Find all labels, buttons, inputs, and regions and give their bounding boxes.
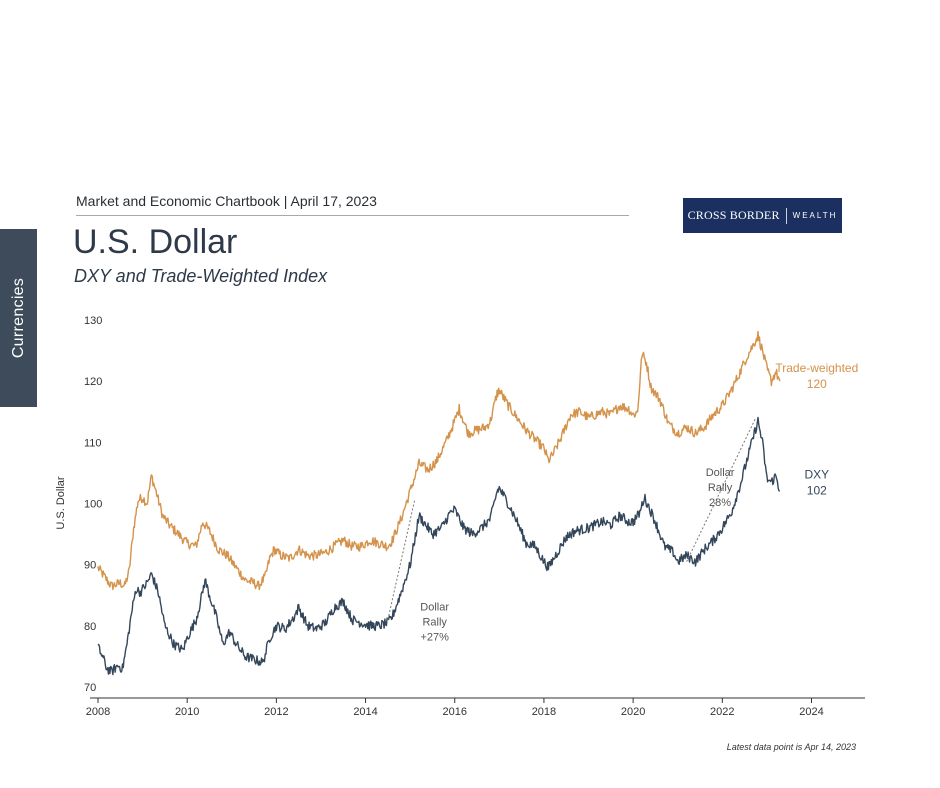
series-name-label: DXY — [804, 467, 829, 481]
x-tick-label: 2008 — [86, 706, 110, 718]
rally-annotation-label: Dollar — [706, 467, 735, 479]
page-title: U.S. Dollar — [73, 223, 238, 261]
rally-annotation-label: 28% — [709, 497, 731, 509]
y-tick-label: 80 — [84, 621, 96, 633]
logo-separator — [785, 207, 787, 224]
x-tick-label: 2024 — [799, 706, 823, 718]
rally-annotation-label: +27% — [420, 632, 449, 644]
rally-trend-line — [387, 500, 416, 620]
x-tick-label: 2016 — [443, 706, 467, 718]
series-line-trade-weighted — [97, 330, 781, 591]
series-line-dxy — [97, 416, 781, 676]
data-note: Latest data point is Apr 14, 2023 — [726, 742, 856, 752]
y-tick-label: 70 — [84, 682, 96, 694]
y-tick-label: 110 — [84, 437, 102, 449]
x-tick-label: 2022 — [710, 706, 734, 718]
y-tick-label: 130 — [84, 315, 102, 327]
logo-main-text: CROSS BORDER — [687, 208, 780, 222]
x-tick-label: 2014 — [353, 706, 377, 718]
rally-annotation-label: Rally — [422, 617, 447, 629]
logo-sub-text: WEALTH — [792, 211, 838, 220]
y-tick-label: 120 — [84, 376, 102, 388]
rally-trend-line — [686, 417, 757, 562]
y-tick-label: 100 — [84, 499, 102, 511]
page-subtitle: DXY and Trade-Weighted Index — [74, 266, 328, 286]
x-tick-label: 2010 — [175, 706, 199, 718]
currencies-section-tab: Currencies — [0, 229, 37, 407]
y-tick-label: 90 — [84, 560, 96, 572]
series-value-label: 120 — [807, 377, 827, 391]
x-tick-label: 2018 — [532, 706, 556, 718]
rally-annotation-label: Dollar — [420, 602, 449, 614]
brand-logo: CROSS BORDER WEALTH — [683, 198, 842, 233]
series-value-label: 102 — [807, 483, 827, 497]
x-tick-label: 2012 — [264, 706, 288, 718]
series-name-label: Trade-weighted — [775, 361, 858, 375]
header-divider — [76, 215, 629, 216]
rally-annotation-label: Rally — [708, 482, 733, 494]
chartbook-header: Market and Economic Chartbook | April 17… — [76, 193, 377, 209]
x-tick-label: 2020 — [621, 706, 645, 718]
y-axis-label: U.S. Dollar — [55, 476, 67, 530]
